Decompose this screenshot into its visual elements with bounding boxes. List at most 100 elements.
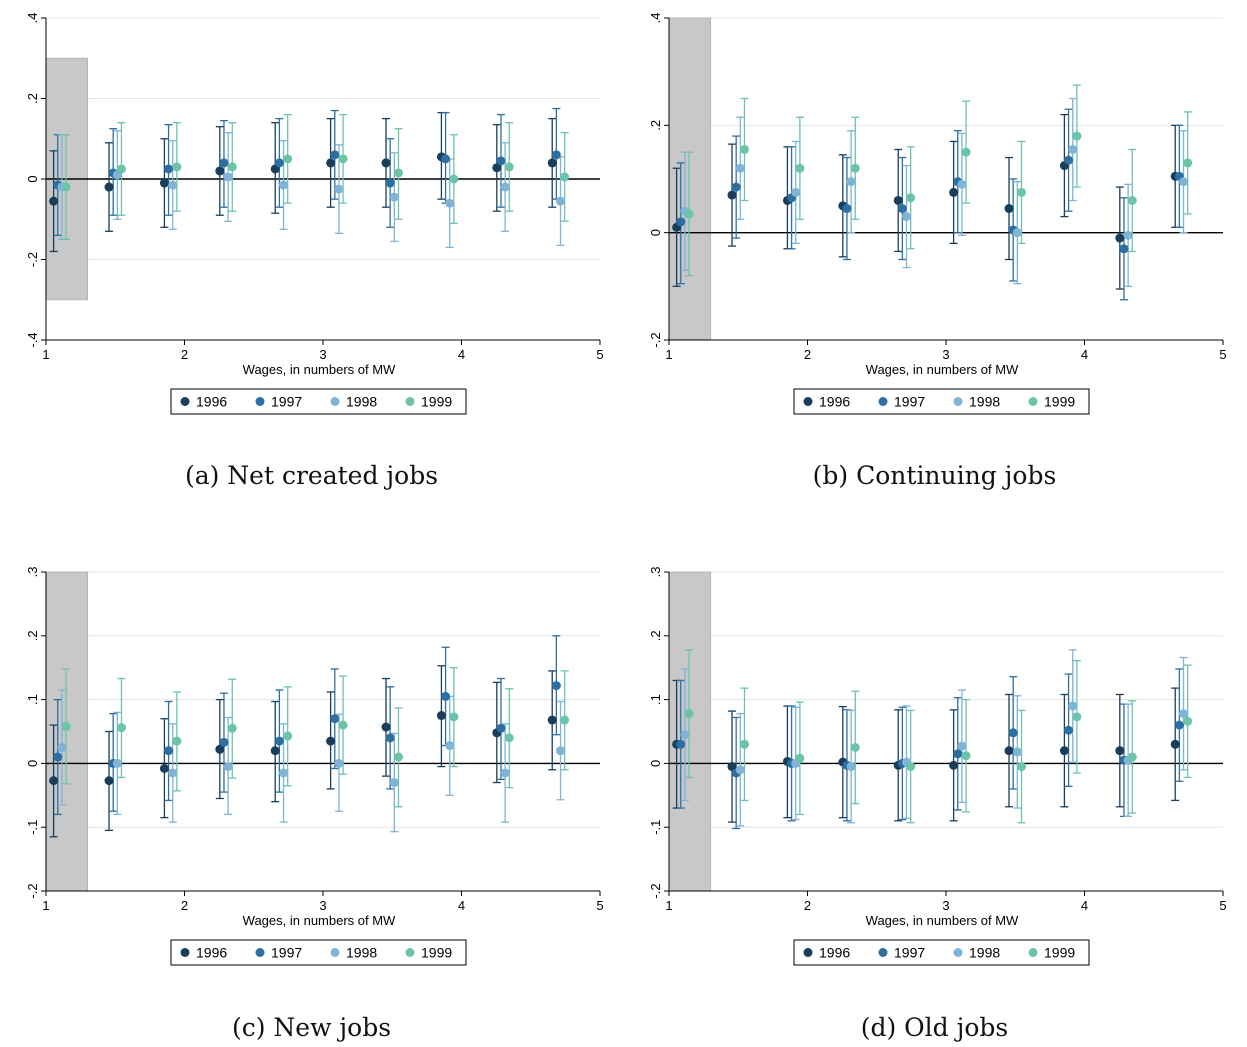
legend-label: 1998 (969, 945, 1000, 961)
data-point (547, 158, 557, 168)
data-point (219, 158, 229, 168)
data-point (330, 150, 340, 160)
x-tick-label: 2 (181, 898, 188, 913)
y-tick-label: -.2 (648, 332, 663, 347)
x-axis-label: Wages, in numbers of MW (866, 913, 1019, 928)
legend-marker (180, 397, 190, 406)
panel-a: -.4 -.2 0 .2 .4 1 2 3 4 5 Wages, in numbers of MW 1… (0, 0, 623, 523)
y-tick-label: .3 (648, 567, 663, 578)
y-tick-label: 0 (25, 760, 40, 767)
data-point (279, 180, 289, 190)
legend-label: 1999 (1044, 394, 1075, 410)
data-point (283, 731, 293, 741)
data-point (893, 195, 903, 205)
data-point (961, 147, 971, 157)
chart-old-jobs: -.2 -.1 0 .1 .2 .3 1 2 3 4 5 Wages, in numbers of M… (648, 567, 1227, 966)
data-point (902, 212, 912, 222)
legend-label: 1997 (894, 394, 925, 410)
data-point (906, 762, 916, 772)
data-point (1072, 712, 1082, 722)
x-tick-label: 2 (804, 898, 811, 913)
data-point (104, 776, 114, 786)
data-point (1068, 144, 1078, 154)
data-point (1174, 720, 1184, 730)
legend-label: 1997 (271, 945, 302, 961)
y-tick-label: 0 (25, 175, 40, 182)
data-point (215, 744, 225, 754)
data-point (1183, 158, 1193, 168)
x-tick-label: 4 (1081, 347, 1088, 362)
legend-label: 1998 (346, 945, 377, 961)
data-point (949, 187, 959, 197)
data-point (846, 762, 856, 772)
data-point (1068, 701, 1078, 711)
data-point (219, 737, 229, 747)
data-point (445, 198, 455, 208)
data-point (504, 162, 514, 172)
data-point (104, 182, 114, 192)
data-point (1004, 746, 1014, 756)
legend-label: 1996 (819, 394, 850, 410)
x-tick-label: 4 (458, 898, 465, 913)
legend-label: 1996 (819, 945, 850, 961)
data-point (846, 177, 856, 187)
data-point (283, 154, 293, 164)
shaded-region (45, 571, 89, 892)
y-tick-label: .1 (648, 694, 663, 705)
legend-label: 1999 (1044, 945, 1075, 961)
data-point (385, 733, 395, 743)
legend-label: 1998 (969, 394, 1000, 410)
x-axis-label: Wages, in numbers of MW (243, 362, 396, 377)
y-tick-label: -.1 (25, 820, 40, 835)
x-tick-label: 3 (319, 898, 326, 913)
data-point (227, 723, 237, 733)
x-tick-label: 2 (804, 347, 811, 362)
data-point (684, 209, 694, 219)
y-tick-label: .2 (648, 120, 663, 131)
x-tick-label: 5 (596, 898, 603, 913)
data-point (279, 768, 289, 778)
data-point (338, 154, 348, 164)
data-point (445, 741, 455, 751)
x-tick-label: 4 (458, 347, 465, 362)
data-point (795, 753, 805, 763)
legend-marker (405, 397, 415, 406)
data-point (112, 758, 122, 768)
data-point (168, 180, 178, 190)
data-point (1012, 747, 1022, 757)
data-point (61, 182, 71, 192)
legend-marker (953, 397, 963, 406)
data-point (330, 714, 340, 724)
data-point (164, 164, 174, 174)
data-point (551, 150, 561, 160)
y-tick-label: .3 (25, 567, 40, 578)
data-point (159, 178, 169, 188)
data-point (223, 762, 233, 772)
data-point (385, 178, 395, 188)
data-point (172, 162, 182, 172)
data-point (556, 746, 566, 756)
shaded-region (668, 571, 712, 892)
legend-label: 1997 (271, 394, 302, 410)
legend-label: 1998 (346, 394, 377, 410)
x-tick-label: 4 (1081, 898, 1088, 913)
x-tick-label: 3 (942, 898, 949, 913)
data-point (270, 746, 280, 756)
data-point (551, 681, 561, 691)
data-point (381, 158, 391, 168)
panel-c: -.2 -.1 0 .1 .2 .3 1 2 3 4 5 Wages, in numbers of M… (0, 523, 623, 1046)
x-tick-label: 5 (1219, 347, 1226, 362)
data-point (850, 163, 860, 173)
data-point (1179, 709, 1189, 719)
data-point (164, 746, 174, 756)
legend-label: 1997 (894, 945, 925, 961)
panel-b: -.2 0 .2 .4 1 2 3 4 5 Wages, in numbers of MW 1996… (623, 0, 1246, 523)
x-tick-label: 2 (181, 347, 188, 362)
data-point (1127, 195, 1137, 205)
legend-box (170, 939, 467, 966)
x-axis-label: Wages, in numbers of MW (243, 913, 396, 928)
data-point (727, 762, 737, 772)
data-point (684, 709, 694, 719)
data-point (1115, 233, 1125, 243)
data-point (159, 764, 169, 774)
